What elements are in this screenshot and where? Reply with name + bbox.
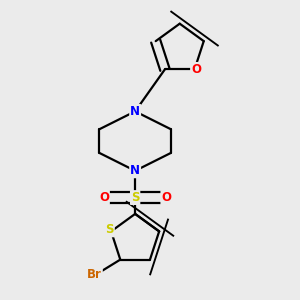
Text: O: O	[191, 63, 201, 76]
Text: O: O	[161, 191, 171, 204]
Text: Br: Br	[87, 268, 102, 281]
Text: N: N	[130, 164, 140, 177]
Text: S: S	[131, 191, 140, 204]
Text: N: N	[130, 105, 140, 118]
Text: O: O	[99, 191, 109, 204]
Text: S: S	[105, 224, 114, 236]
